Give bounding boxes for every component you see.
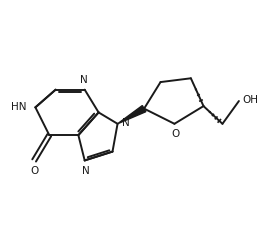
Polygon shape [118,106,146,124]
Text: O: O [172,129,180,139]
Text: N: N [122,118,130,127]
Text: O: O [30,166,38,176]
Text: OH: OH [242,95,258,105]
Text: N: N [80,75,88,85]
Text: N: N [82,166,90,176]
Text: HN: HN [11,102,26,112]
